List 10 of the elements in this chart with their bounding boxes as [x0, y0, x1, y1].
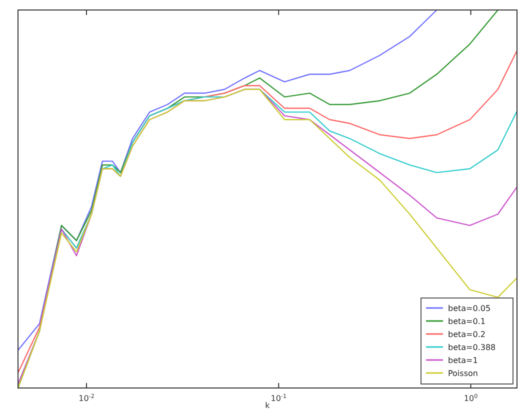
legend-label: beta=0.1	[448, 317, 486, 326]
legend-label: beta=0.388	[448, 343, 496, 352]
x-tick-label: 10$^{-2}$	[78, 393, 94, 403]
x-tick-label: 10$^{-1}$	[270, 393, 287, 403]
x-tick-label: 10$^{0}$	[464, 393, 478, 403]
x-axis-title: k	[265, 401, 270, 409]
legend-label: Poisson	[448, 369, 478, 378]
legend-label: beta=1	[448, 356, 478, 365]
legend-label: beta=0.05	[448, 304, 491, 313]
legend-label: beta=0.2	[448, 330, 486, 339]
